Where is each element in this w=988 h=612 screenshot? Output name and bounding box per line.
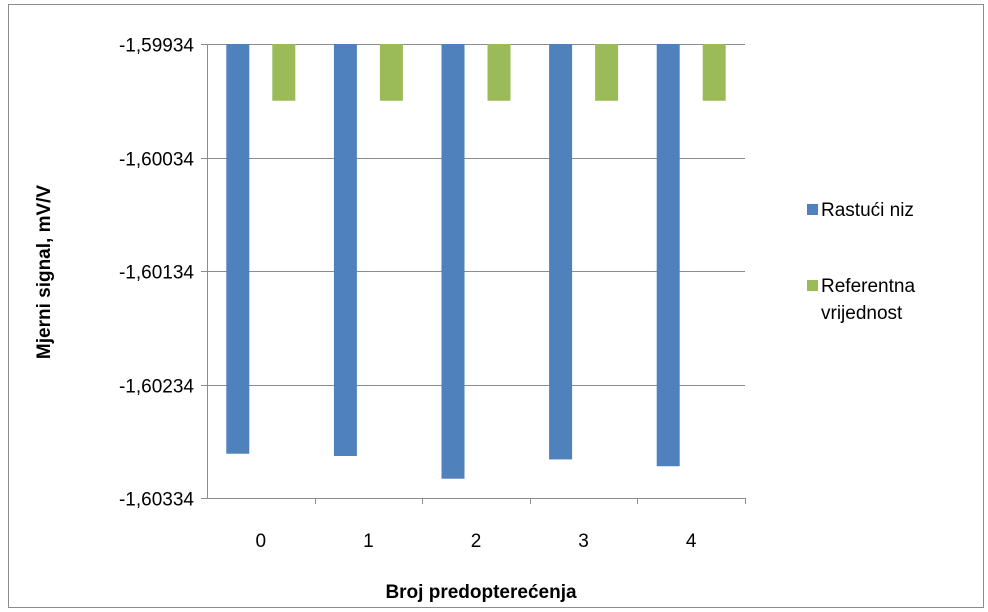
x-tick-label: 4 — [686, 531, 697, 552]
y-tick-label: -1,60234 — [119, 377, 194, 398]
y-tick-label: -1,60134 — [119, 263, 194, 284]
bars — [226, 44, 726, 479]
y-tick-label: -1,59934 — [119, 36, 194, 57]
x-tick-label: 2 — [471, 531, 482, 552]
x-tick-label: 3 — [578, 531, 589, 552]
bar-rastuci-niz-3 — [549, 44, 573, 460]
x-tick-label: 1 — [363, 531, 374, 552]
y-tick-label: -1,60034 — [119, 150, 194, 171]
x-axis-title: Broj predopterećenja — [385, 582, 577, 603]
legend-label-rastuci-niz: Rastući niz — [821, 200, 914, 221]
bar-rastuci-niz-1 — [333, 44, 357, 457]
x-tick-labels: 0 1 2 3 4 — [256, 531, 697, 552]
legend-label-referentna-vrijednost: Referentna vrijednost — [821, 276, 920, 324]
bar-referentna-vrijednost-4 — [702, 44, 726, 101]
y-axis-title: Mjerni signal, mV/V — [34, 185, 55, 360]
x-tick-label: 0 — [256, 531, 267, 552]
bar-referentna-vrijednost-2 — [487, 44, 511, 101]
bar-referentna-vrijednost-1 — [379, 44, 403, 101]
bar-referentna-vrijednost-0 — [272, 44, 296, 101]
legend-swatch-referentna-vrijednost — [807, 280, 818, 291]
legend: Rastući niz Referentna vrijednost — [807, 200, 920, 324]
y-tick-label: -1,60334 — [119, 490, 194, 511]
bar-rastuci-niz-2 — [441, 44, 465, 479]
axes — [201, 44, 746, 504]
legend-swatch-rastuci-niz — [807, 204, 818, 215]
bar-rastuci-niz-4 — [656, 44, 680, 467]
chart-frame — [8, 4, 984, 608]
bar-referentna-vrijednost-3 — [595, 44, 619, 101]
y-tick-labels: -1,59934 -1,60034 -1,60134 -1,60234 -1,60334 — [119, 36, 194, 511]
bar-rastuci-niz-0 — [226, 44, 250, 454]
